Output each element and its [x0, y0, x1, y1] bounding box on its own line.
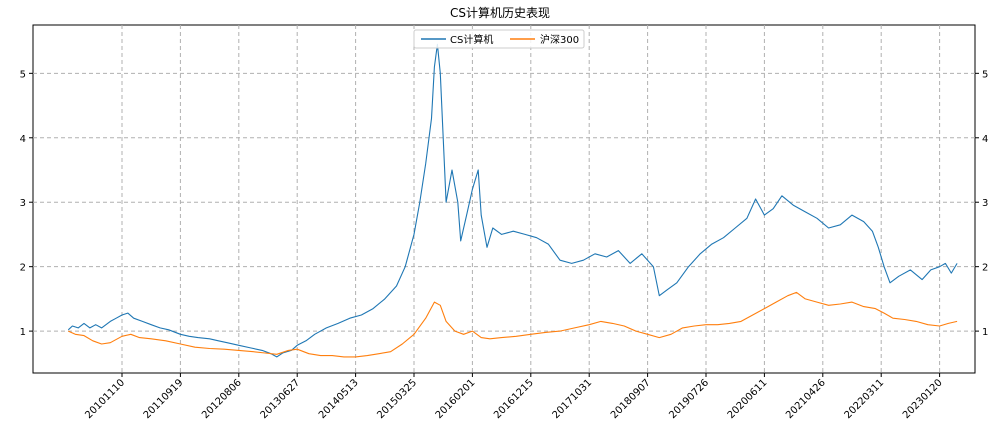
x-tick-label: 20190726 — [667, 377, 711, 421]
y-tick-label-right: 1 — [982, 327, 988, 338]
legend-box — [413, 29, 585, 49]
y-tick-label-left: 2 — [20, 263, 26, 274]
x-tick-label: 20230120 — [901, 377, 945, 421]
grid-lines — [33, 25, 975, 373]
y-tick-label-left: 5 — [20, 69, 26, 80]
y-tick-label-left: 4 — [20, 134, 26, 145]
x-tick-label: 20180907 — [609, 377, 653, 421]
series-line-hs300 — [68, 291, 958, 358]
x-tick-label: 20161215 — [492, 377, 536, 421]
x-tick-label: 20140513 — [317, 377, 361, 421]
axes-frame — [32, 24, 976, 374]
y-tick-label-right: 2 — [982, 263, 988, 274]
x-tick-label: 20150325 — [375, 377, 419, 421]
x-tick-label: 20200611 — [726, 377, 770, 421]
x-tick-label: 20160201 — [434, 377, 478, 421]
x-tick-label: 20171031 — [551, 377, 595, 421]
series-lines — [67, 43, 958, 358]
x-axis-ticks: 20101110 20110919 20120806 20130627 20140513… — [83, 373, 945, 421]
y-tick-label-right: 3 — [982, 198, 988, 209]
y-tick-label-left: 3 — [20, 198, 26, 209]
chart-title: CS计算机历史表现 — [450, 6, 550, 20]
x-tick-label: 20220311 — [843, 377, 887, 421]
y-tick-label-left: 1 — [20, 327, 26, 338]
x-tick-label: 20130627 — [259, 377, 303, 421]
x-tick-label: 20101110 — [83, 377, 127, 421]
legend-label-hs300: 沪深300 — [540, 33, 579, 46]
x-tick-label: 20120806 — [200, 377, 244, 421]
y-axis-ticks: 1 1 2 2 3 3 4 4 5 5 — [20, 69, 989, 338]
legend-label-cs: CS计算机 — [450, 33, 493, 46]
x-tick-label: 20110919 — [142, 377, 186, 421]
series-line-cs — [67, 43, 958, 358]
legend: CS计算机 沪深300 — [413, 29, 585, 49]
y-tick-label-right: 5 — [982, 69, 988, 80]
y-tick-label-right: 4 — [982, 134, 988, 145]
x-tick-label: 20210426 — [784, 377, 828, 421]
